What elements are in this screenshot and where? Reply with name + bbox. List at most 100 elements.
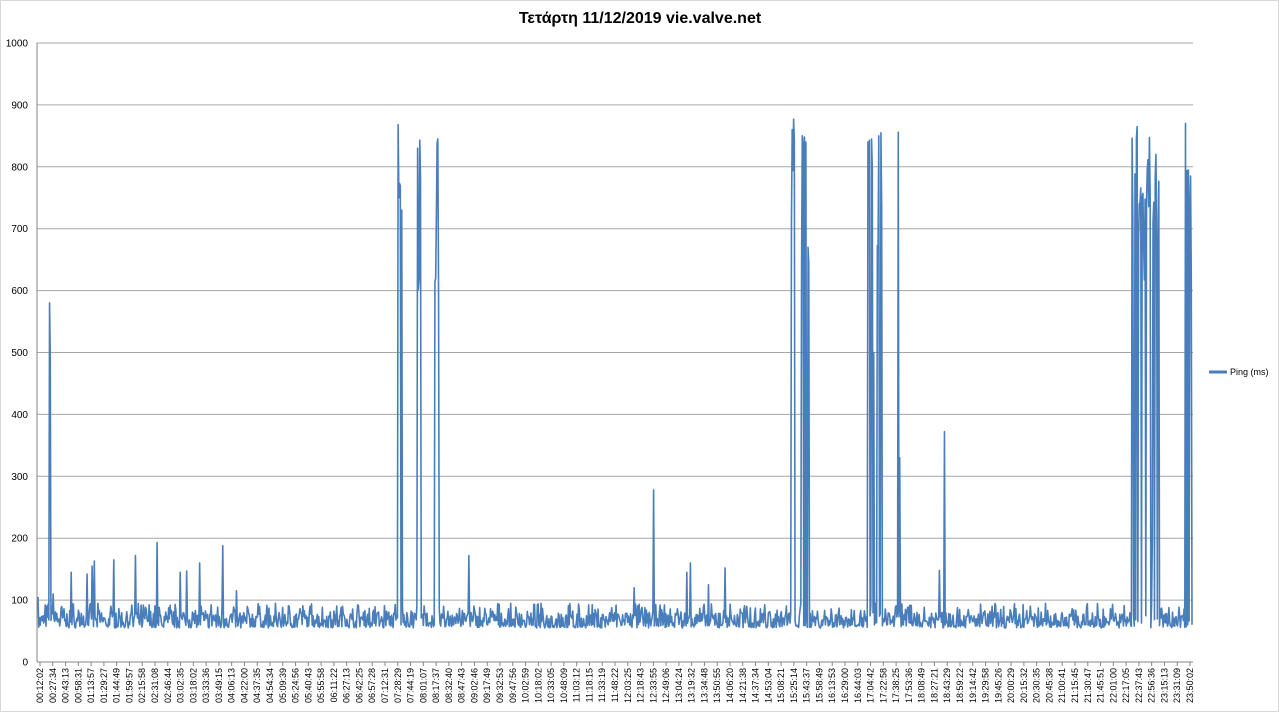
x-tick-label: 03:49:15: [214, 668, 224, 703]
x-tick-label: 18:08:49: [917, 668, 927, 703]
x-tick-label: 12:49:06: [661, 668, 671, 703]
x-tick-label: 12:03:25: [623, 668, 633, 703]
x-tick-label: 19:14:42: [968, 668, 978, 703]
x-tick-label: 11:48:22: [610, 668, 620, 702]
x-tick-label: 14:06:20: [725, 668, 735, 703]
x-tick-label: 15:08:21: [776, 668, 786, 703]
x-tick-label: 11:33:19: [597, 668, 607, 702]
y-tick-label-400: 400: [11, 410, 28, 421]
x-tick-label: 16:13:53: [827, 668, 837, 703]
x-tick-label: 10:18:02: [533, 668, 543, 703]
x-tick-label: 03:18:02: [188, 668, 198, 703]
y-tick-label-300: 300: [11, 472, 28, 483]
x-tick-label: 07:28:29: [393, 668, 403, 703]
x-tick-label: 17:38:25: [891, 668, 901, 703]
y-tick-label-200: 200: [11, 534, 28, 545]
x-tick-label: 23:15:13: [1159, 668, 1169, 703]
y-tick-label-800: 800: [11, 162, 28, 173]
x-tick-label: 04:06:13: [227, 668, 237, 703]
x-tick-label: 02:46:44: [163, 668, 173, 703]
x-tick-label: 12:33:55: [648, 668, 658, 703]
chart-title: Τετάρτη 11/12/2019 vie.valve.net: [518, 10, 762, 27]
x-tick-label: 09:17:49: [482, 668, 492, 703]
x-tick-label: 14:37:34: [751, 668, 761, 703]
x-tick-label: 10:02:59: [521, 668, 531, 703]
x-tick-label: 19:29:58: [981, 668, 991, 703]
x-tick-label: 00:58:31: [73, 668, 83, 703]
x-tick-label: 17:04:42: [866, 668, 876, 703]
x-tick-label: 06:11:22: [329, 668, 339, 702]
x-tick-label: 18:27:21: [929, 668, 939, 703]
x-tick-label: 11:18:15: [584, 668, 594, 702]
x-tick-label: 02:31:08: [150, 668, 160, 703]
x-tick-label: 21:00:41: [1057, 668, 1067, 703]
x-tick-label: 09:32:53: [495, 668, 505, 703]
x-tick-label: 11:03:12: [572, 668, 582, 702]
x-tick-label: 06:27:13: [342, 668, 352, 703]
x-tick-label: 08:17:37: [431, 668, 441, 703]
x-tick-label: 18:43:29: [942, 668, 952, 703]
x-tick-label: 13:34:48: [699, 668, 709, 703]
x-tick-label: 03:33:36: [201, 668, 211, 703]
x-tick-label: 00:27:34: [48, 668, 58, 703]
y-tick-label-0: 0: [22, 658, 28, 669]
x-tick-label: 23:50:02: [1185, 668, 1195, 703]
x-tick-label: 07:44:19: [406, 668, 416, 703]
x-axis-ticks: 00:12:02 00:27:34 00:43:13 00:58:31 01:13:57…: [35, 662, 1195, 703]
x-tick-label: 05:09:39: [278, 668, 288, 703]
x-tick-label: 20:00:29: [1006, 668, 1016, 703]
x-tick-label: 21:45:51: [1096, 668, 1106, 703]
x-tick-label: 10:48:09: [559, 668, 569, 703]
y-tick-label-500: 500: [11, 348, 28, 359]
x-tick-label: 02:15:58: [137, 668, 147, 703]
x-tick-label: 20:45:38: [1044, 668, 1054, 703]
x-tick-label: 14:21:38: [738, 668, 748, 703]
x-tick-label: 17:22:58: [878, 668, 888, 703]
series-line-ping: [37, 118, 1193, 629]
x-tick-label: 12:18:43: [636, 668, 646, 703]
x-tick-label: 09:47:56: [508, 668, 518, 703]
x-tick-label: 15:58:49: [814, 668, 824, 703]
x-tick-label: 03:02:35: [176, 668, 186, 703]
x-tick-label: 08:32:40: [444, 668, 454, 703]
legend-label-ping: Ping (ms): [1230, 367, 1269, 377]
x-tick-label: 16:44:03: [853, 668, 863, 703]
x-tick-label: 16:29:00: [840, 668, 850, 703]
x-tick-label: 13:50:55: [712, 668, 722, 703]
x-tick-label: 05:40:43: [303, 668, 313, 703]
x-tick-label: 01:59:57: [124, 668, 134, 703]
x-tick-label: 14:53:04: [763, 668, 773, 703]
x-tick-label: 22:01:00: [1108, 668, 1118, 703]
series-layer: [37, 118, 1193, 629]
x-tick-label: 06:57:28: [367, 668, 377, 703]
x-tick-label: 05:55:58: [316, 668, 326, 703]
y-axis-ticks: 0 100 200 300 400 500 600 700 800 900 1000: [6, 39, 29, 669]
x-tick-label: 09:02:46: [469, 668, 479, 703]
x-tick-label: 00:12:02: [35, 668, 45, 703]
y-tick-label-100: 100: [11, 596, 28, 607]
x-tick-label: 10:33:05: [546, 668, 556, 703]
x-tick-label: 15:43:37: [802, 668, 812, 703]
x-tick-label: 22:37:43: [1134, 668, 1144, 703]
x-tick-label: 18:59:22: [955, 668, 965, 703]
x-tick-label: 04:22:00: [239, 668, 249, 703]
x-tick-label: 22:17:05: [1121, 668, 1131, 703]
x-tick-label: 07:12:31: [380, 668, 390, 703]
x-tick-label: 06:42:25: [354, 668, 364, 703]
x-tick-label: 21:15:45: [1070, 668, 1080, 703]
y-tick-label-900: 900: [11, 100, 28, 111]
x-tick-label: 19:45:26: [993, 668, 1003, 703]
x-tick-label: 17:53:36: [904, 668, 914, 703]
legend: Ping (ms): [1209, 367, 1269, 377]
y-tick-label-600: 600: [11, 286, 28, 297]
x-tick-label: 13:19:32: [687, 668, 697, 703]
x-tick-label: 05:24:56: [291, 668, 301, 703]
x-tick-label: 00:43:13: [61, 668, 71, 703]
gridlines: [37, 42, 1193, 601]
x-tick-label: 08:47:43: [457, 668, 467, 703]
x-tick-label: 01:13:57: [86, 668, 96, 703]
x-tick-label: 13:04:24: [674, 668, 684, 703]
y-tick-label-1000: 1000: [6, 39, 29, 50]
